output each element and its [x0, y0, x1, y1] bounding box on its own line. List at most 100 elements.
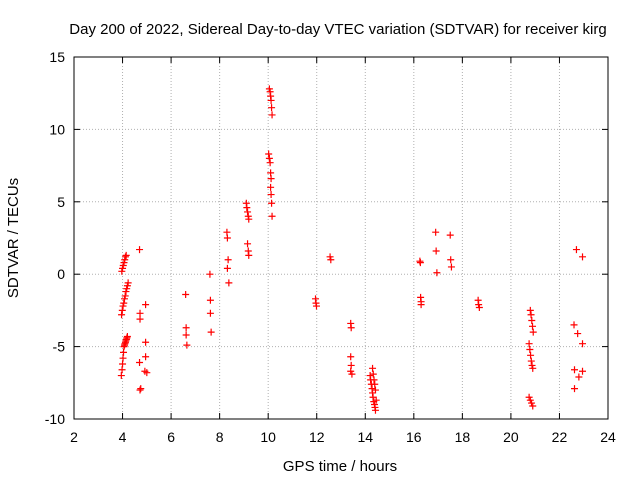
data-point-plus-marker — [223, 234, 231, 242]
x-tick-label: 10 — [260, 429, 276, 445]
data-point-plus-marker — [371, 406, 379, 414]
data-point-plus-marker — [432, 247, 440, 255]
data-point-plus-marker — [575, 373, 583, 381]
data-point-plus-marker — [142, 338, 150, 346]
data-point-plus-marker — [136, 359, 144, 367]
data-point-plus-marker — [528, 317, 536, 325]
data-point-plus-marker — [118, 306, 126, 314]
data-point-plus-marker — [579, 367, 587, 375]
data-point-plus-marker — [527, 357, 535, 365]
data-point-plus-marker — [372, 396, 380, 404]
data-point-plus-marker — [206, 309, 214, 317]
data-point-plus-marker — [267, 191, 275, 199]
data-point-plus-marker — [529, 322, 537, 330]
data-point-plus-marker — [371, 386, 379, 394]
data-point-plus-marker — [265, 154, 273, 162]
data-point-plus-marker — [225, 279, 233, 287]
data-point-plus-marker — [433, 269, 441, 277]
data-point-plus-marker — [124, 279, 132, 287]
y-tick-label: -5 — [53, 339, 66, 355]
data-point-plus-marker — [574, 330, 582, 338]
grid-lines — [74, 57, 608, 419]
data-point-plus-marker — [348, 370, 356, 378]
data-point-plus-marker — [182, 324, 190, 332]
data-point-plus-marker — [347, 324, 355, 332]
data-point-plus-marker — [312, 302, 320, 310]
data-point-plus-marker — [142, 301, 150, 309]
data-point-plus-marker — [571, 366, 579, 374]
x-tick-label: 16 — [406, 429, 422, 445]
data-point-plus-marker — [245, 215, 253, 223]
x-tick-label: 2 — [70, 429, 78, 445]
data-point-plus-marker — [529, 402, 537, 410]
data-point-plus-marker — [529, 364, 537, 372]
data-point-plus-marker — [206, 296, 214, 304]
x-axis-label: GPS time / hours — [283, 458, 397, 475]
data-point-plus-marker — [142, 353, 150, 361]
data-point-plus-marker — [207, 328, 215, 336]
data-point-plus-marker — [268, 212, 276, 220]
data-point-plus-marker — [117, 372, 125, 380]
data-point-plus-marker — [118, 311, 126, 319]
data-point-plus-marker — [244, 208, 252, 216]
data-point-plus-marker — [529, 328, 537, 336]
data-point-plus-marker — [122, 251, 130, 259]
data-point-plus-marker — [369, 364, 377, 372]
data-point-plus-marker — [224, 256, 232, 264]
data-point-plus-marker — [527, 351, 535, 359]
data-point-plus-marker — [141, 367, 149, 375]
data-point-plus-marker — [570, 321, 578, 329]
data-point-plus-marker — [268, 111, 276, 119]
data-point-plus-marker — [525, 340, 533, 348]
data-point-plus-marker — [245, 251, 253, 259]
x-tick-label: 18 — [455, 429, 471, 445]
x-tick-label: 20 — [503, 429, 519, 445]
y-tick-label: 15 — [49, 49, 65, 65]
x-tick-label: 6 — [167, 429, 175, 445]
y-tick-label: 10 — [49, 121, 65, 137]
x-tick-label: 14 — [357, 429, 373, 445]
data-point-plus-marker — [267, 183, 275, 191]
data-point-plus-marker — [267, 96, 275, 104]
data-point-plus-marker — [416, 259, 424, 267]
data-point-plus-marker — [121, 292, 129, 300]
data-point-plus-marker — [243, 204, 251, 212]
y-tick-label: 5 — [57, 194, 65, 210]
data-points — [117, 85, 587, 414]
data-point-plus-marker — [268, 199, 276, 207]
data-point-plus-marker — [571, 385, 579, 393]
data-point-plus-marker — [267, 175, 275, 183]
data-point-plus-marker — [527, 311, 535, 319]
data-point-plus-marker — [447, 256, 455, 264]
data-point-plus-marker — [572, 246, 580, 254]
data-point-plus-marker — [136, 315, 144, 323]
data-point-plus-marker — [136, 386, 144, 394]
data-point-plus-marker — [446, 231, 454, 239]
data-point-plus-marker — [182, 331, 190, 339]
data-point-plus-marker — [447, 263, 455, 271]
x-tick-label: 12 — [309, 429, 325, 445]
data-point-plus-marker — [417, 301, 425, 309]
data-point-plus-marker — [182, 290, 190, 298]
x-tick-label: 4 — [119, 429, 127, 445]
x-tick-label: 8 — [216, 429, 224, 445]
chart-title: Day 200 of 2022, Sidereal Day-to-day VTE… — [69, 21, 606, 38]
data-point-plus-marker — [347, 353, 355, 361]
y-tick-label: -10 — [45, 411, 65, 427]
data-point-plus-marker — [266, 159, 274, 167]
x-tick-label: 24 — [600, 429, 616, 445]
data-point-plus-marker — [265, 150, 273, 158]
data-point-plus-marker — [183, 341, 191, 349]
data-point-plus-marker — [244, 240, 252, 248]
data-point-plus-marker — [206, 270, 214, 278]
data-point-plus-marker — [136, 246, 144, 254]
data-point-plus-marker — [526, 306, 534, 314]
y-axis-label: SDTVAR / TECUs — [5, 178, 22, 298]
data-point-plus-marker — [123, 332, 131, 340]
plot-frame — [73, 56, 609, 420]
data-point-plus-marker — [369, 370, 377, 378]
data-point-plus-marker — [370, 376, 378, 384]
